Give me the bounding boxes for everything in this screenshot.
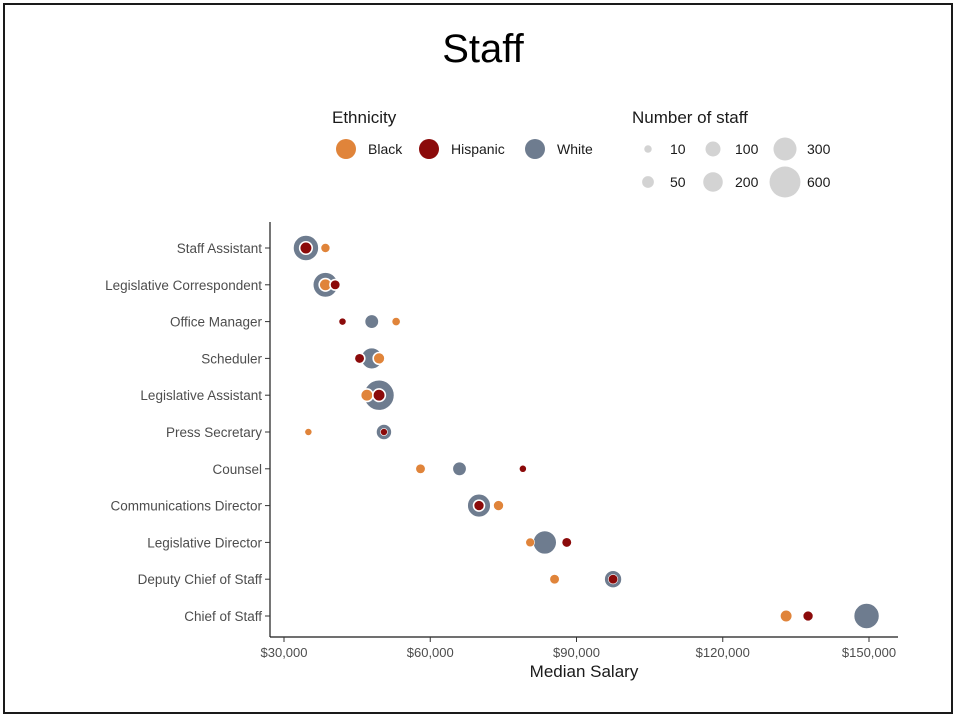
point-black-staff-assistant — [319, 242, 332, 254]
point-hispanic-legislative-director — [560, 536, 573, 549]
point-hispanic-counsel — [519, 464, 527, 473]
color-legend-title: Ethnicity — [332, 108, 397, 127]
size-legend-circle-10 — [644, 145, 652, 153]
point-hispanic-deputy-chief-of-staff — [608, 574, 619, 585]
point-black-communications-director — [492, 499, 505, 512]
y-tick-label-chief-of-staff: Chief of Staff — [184, 609, 262, 624]
plot-area: Staff Assistant Legislative Correspondent… — [105, 222, 898, 660]
point-white-chief-of-staff — [852, 602, 881, 630]
y-tick-label-communications-director: Communications Director — [110, 499, 262, 514]
point-black-legislative-director — [525, 537, 535, 548]
point-hispanic-staff-assistant — [298, 240, 313, 256]
legend-label-hispanic: Hispanic — [451, 141, 505, 157]
point-hispanic-press-secretary — [380, 428, 388, 436]
y-tick-label-legislative-assistant: Legislative Assistant — [140, 388, 262, 403]
point-white-counsel — [451, 460, 468, 477]
x-tick-label-120000: $120,000 — [696, 645, 750, 660]
color-legend: Ethnicity Black Hispanic White — [332, 108, 593, 159]
chart-title: Staff — [442, 27, 524, 71]
size-legend-circle-200 — [703, 172, 723, 192]
point-black-deputy-chief-of-staff — [549, 574, 560, 585]
point-black-legislative-assistant — [359, 388, 374, 403]
size-legend-circle-600 — [769, 166, 801, 198]
point-hispanic-legislative-correspondent — [329, 278, 342, 291]
y-tick-label-legislative-director: Legislative Director — [147, 535, 262, 550]
point-hispanic-chief-of-staff — [801, 609, 815, 623]
x-tick-label-150000: $150,000 — [842, 645, 896, 660]
y-tick-label-legislative-correspondent: Legislative Correspondent — [105, 278, 262, 293]
legend-swatch-black — [336, 139, 356, 159]
legend-label-white: White — [557, 141, 593, 157]
y-tick-label-counsel: Counsel — [212, 462, 262, 477]
point-black-chief-of-staff — [779, 608, 794, 624]
point-black-press-secretary — [304, 428, 313, 436]
size-legend-title: Number of staff — [632, 108, 748, 127]
point-hispanic-scheduler — [353, 352, 366, 365]
point-hispanic-office-manager — [338, 317, 347, 326]
y-tick-label-staff-assistant: Staff Assistant — [177, 241, 263, 256]
y-tick-label-deputy-chief-of-staff: Deputy Chief of Staff — [138, 572, 263, 587]
y-tick-label-scheduler: Scheduler — [201, 351, 262, 366]
point-hispanic-communications-director — [472, 499, 486, 512]
point-white-office-manager — [363, 313, 380, 330]
legend-swatch-hispanic — [419, 139, 439, 159]
size-legend-circle-50 — [642, 176, 654, 188]
size-legend-circle-100 — [705, 141, 721, 157]
size-legend-circle-300 — [773, 137, 797, 161]
size-legend-label-200: 200 — [735, 174, 759, 190]
y-tick-label-office-manager: Office Manager — [170, 315, 263, 330]
x-axis-title: Median Salary — [530, 662, 639, 681]
size-legend-label-100: 100 — [735, 141, 759, 157]
x-tick-label-30000: $30,000 — [261, 645, 308, 660]
size-legend-label-50: 50 — [670, 174, 686, 190]
size-legend-label-10: 10 — [670, 141, 686, 157]
size-legend-label-300: 300 — [807, 141, 831, 157]
legend-swatch-white — [525, 139, 545, 159]
x-tick-label-60000: $60,000 — [407, 645, 454, 660]
chart-frame — [3, 3, 953, 714]
legend-label-black: Black — [368, 141, 403, 157]
point-white-legislative-director — [532, 529, 558, 556]
y-tick-label-press-secretary: Press Secretary — [166, 425, 262, 440]
point-black-counsel — [415, 463, 426, 474]
point-hispanic-legislative-assistant — [372, 388, 387, 403]
size-legend: Number of staff 10 50 100 200 300 600 — [632, 108, 831, 198]
point-black-scheduler — [372, 351, 386, 366]
x-tick-label-90000: $90,000 — [553, 645, 600, 660]
size-legend-label-600: 600 — [807, 174, 831, 190]
point-black-office-manager — [391, 317, 401, 327]
